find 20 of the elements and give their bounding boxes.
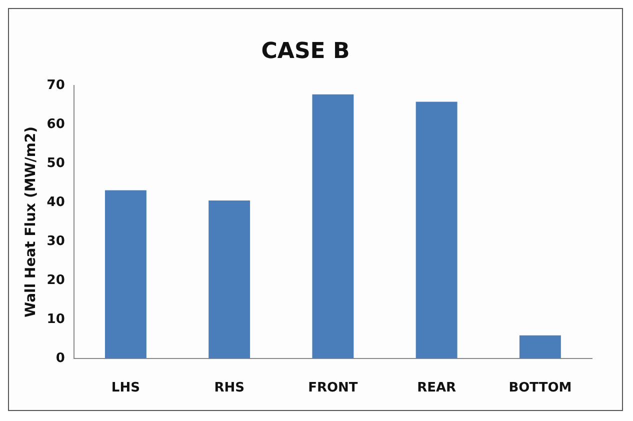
x-tick-label: FRONT	[308, 380, 358, 396]
chart-title: CASE B	[261, 38, 350, 64]
bar	[104, 190, 146, 358]
y-tick-label: 10	[46, 312, 65, 327]
bar	[312, 94, 354, 358]
x-tick-label: RHS	[214, 380, 244, 396]
bar	[416, 102, 458, 358]
x-tick-label: LHS	[111, 380, 140, 396]
y-tick-label: 60	[46, 116, 65, 132]
y-tick-label: 30	[46, 234, 65, 249]
x-tick-label: REAR	[417, 380, 456, 396]
y-tick-label: 40	[46, 194, 65, 210]
y-tick-label: 70	[46, 78, 65, 93]
x-tick-label: BOTTOM	[508, 380, 572, 396]
bar	[519, 335, 561, 358]
y-tick-label: 0	[56, 350, 65, 366]
y-axis-title: Wall Heat Flux (MW/m2)	[23, 126, 40, 318]
y-tick-label: 20	[46, 272, 65, 288]
y-tick-label: 50	[46, 156, 65, 171]
bar	[208, 200, 250, 358]
